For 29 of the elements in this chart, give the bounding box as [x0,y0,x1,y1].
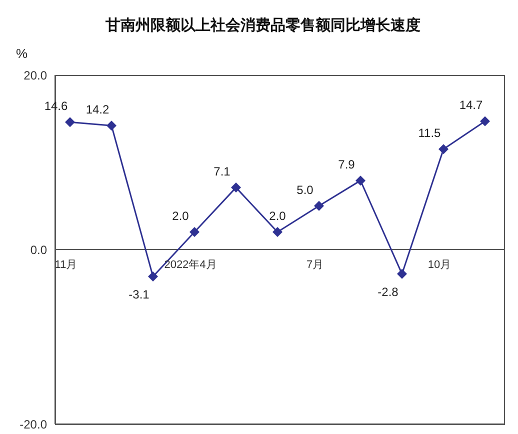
x-tick-label: 2022年4月 [164,259,217,271]
data-label: 2.0 [172,209,190,224]
chart-title: 甘南州限额以上社会消费品零售额同比增长速度 [104,16,422,35]
point [480,116,490,126]
point [438,144,448,154]
y-axis-title: % [16,46,28,61]
data-label: 11.5 [418,126,442,140]
point [148,272,158,282]
point [356,176,366,186]
data-label: 14.2 [86,102,110,117]
point [65,117,75,128]
y-tick-label: 0.0 [30,242,48,257]
point [314,200,324,211]
data-label: 14.7 [459,98,483,112]
point [190,227,200,238]
data-label: 7.9 [338,158,356,172]
data-label: -2.8 [378,284,399,299]
point [231,182,241,193]
data-label: 7.1 [214,164,231,179]
y-tick-label: -20.0 [20,417,48,432]
point [106,120,116,131]
data-label: 5.0 [296,182,314,197]
point [397,268,407,279]
data-label: 2.0 [269,209,286,224]
x-tick-label: 7月 [306,259,324,271]
y-tick-label: 20.0 [24,68,48,82]
x-tick-label: 10月 [428,259,452,271]
data-label: -3.1 [128,288,150,302]
point [272,227,282,238]
